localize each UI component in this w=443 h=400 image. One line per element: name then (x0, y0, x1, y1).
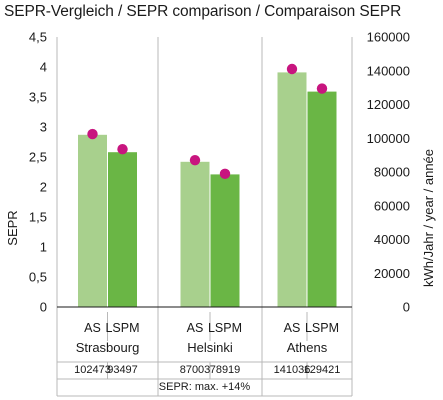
energy-value-label: 78919 (210, 364, 241, 376)
energy-dot-lspm-helsinki (219, 168, 231, 180)
y-axis-label: SEPR (5, 210, 20, 245)
energy-dot-lspm-strasbourg (117, 144, 128, 155)
energy-dot-as-helsinki (189, 154, 201, 166)
y2-tick-label: 20000 (374, 266, 410, 281)
energy-value-label: 129421 (304, 364, 341, 376)
y-tick-label: 0 (40, 300, 47, 315)
footnote: SEPR: max. +14% (159, 381, 251, 393)
bar-label: AS (84, 321, 101, 335)
energy-markers (87, 63, 328, 180)
bar-as-athens (277, 72, 307, 308)
energy-value-label: 87003 (180, 364, 211, 376)
bar-lspm-athens (307, 91, 337, 307)
y-tick-label: 3,5 (29, 90, 47, 105)
category-label: Helsinki (187, 340, 233, 355)
chart-title: SEPR-Vergleich / SEPR comparison / Compa… (4, 3, 402, 20)
energy-dot-lspm-athens (316, 83, 328, 94)
bar-label: LSPM (208, 321, 242, 335)
y2-tick-label: 120000 (367, 97, 410, 112)
y2-tick-label: 140000 (367, 63, 410, 78)
axes: 0 0,5 1 1,5 2 2,5 3 3,5 4 4,5 0 20000 40000 60000 8000… (5, 30, 436, 315)
y2-tick-label: 0 (403, 300, 410, 315)
bars (78, 72, 337, 308)
bar-as-strasbourg (78, 134, 107, 307)
y-tick-label: 2,5 (29, 150, 47, 165)
bar-label: AS (284, 321, 301, 335)
y-tick-label: 1 (40, 240, 47, 255)
bar-lspm-strasbourg (108, 152, 137, 307)
y2-axis-label: kWh/Jahr / year / année (421, 149, 436, 287)
y2-tick-label: 100000 (367, 131, 410, 146)
energy-value-label: 93497 (107, 364, 138, 376)
bar-label: LSPM (105, 321, 139, 335)
bar-lspm-helsinki (210, 174, 240, 307)
y2-tick-label: 80000 (374, 165, 410, 180)
energy-dot-as-athens (286, 63, 298, 75)
energy-dot-as-strasbourg (87, 128, 98, 140)
grid-lines (56, 37, 353, 396)
energy-value-label: 141036 (274, 364, 311, 376)
y-tick-label: 4,5 (29, 30, 47, 45)
y2-tick-label: 40000 (374, 232, 410, 247)
y-tick-label: 2 (40, 180, 47, 195)
y-tick-label: 1,5 (29, 210, 47, 225)
data-table: AS 102473 LSPM 93497 Strasbourg AS 87003 LSPM 78… (57, 312, 352, 397)
category-label: Strasbourg (76, 340, 140, 355)
y2-tick-label: 60000 (374, 198, 410, 213)
y-tick-label: 3 (40, 120, 47, 135)
y-tick-label: 4 (40, 60, 47, 75)
bar-label: AS (187, 321, 204, 335)
y2-tick-label: 160000 (367, 30, 410, 45)
energy-value-label: 102473 (74, 364, 111, 376)
y-tick-label: 0,5 (29, 270, 47, 285)
bar-label: LSPM (305, 321, 339, 335)
category-label: Athens (287, 340, 328, 355)
bar-as-helsinki (180, 161, 210, 307)
